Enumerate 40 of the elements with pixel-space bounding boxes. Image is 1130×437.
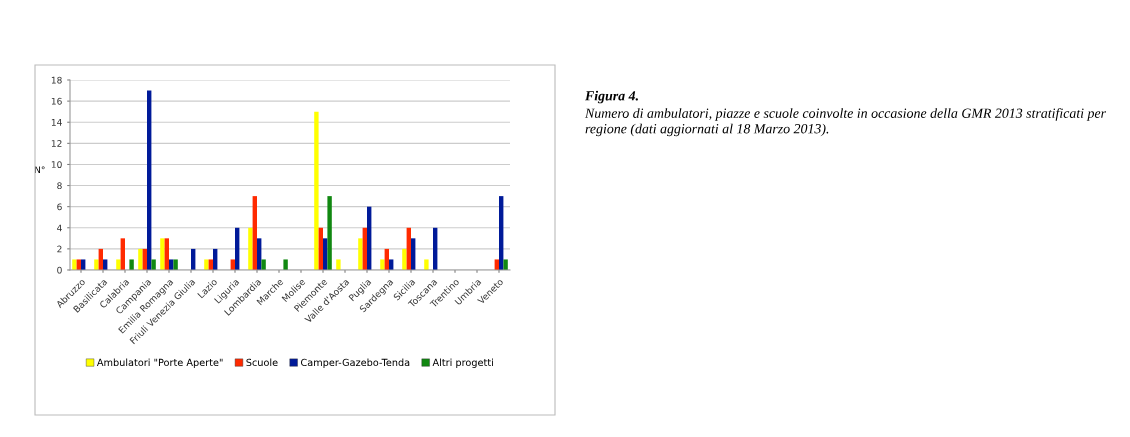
legend-label: Scuole xyxy=(246,358,278,367)
bar xyxy=(380,259,385,270)
bar xyxy=(138,248,143,270)
y-tick-label: 2 xyxy=(57,245,62,253)
y-tick-label: 8 xyxy=(57,182,62,190)
y-tick-label: 0 xyxy=(57,266,62,274)
text: Figura 4. xyxy=(584,90,638,104)
bar xyxy=(314,111,319,270)
y-tick-label: 16 xyxy=(51,97,62,105)
bar xyxy=(72,259,77,270)
bar xyxy=(204,259,209,270)
bar xyxy=(94,259,99,270)
y-tick-label: 10 xyxy=(51,161,62,168)
y-tick-label: 18 xyxy=(51,76,62,84)
text: Numero di ambulatori, piazze e scuole coinvolte in occasione della GMR 2013 stratificati per regione (dati aggiornati al 18 Marzo 2013). xyxy=(584,108,1107,137)
bar xyxy=(160,238,165,270)
bar xyxy=(248,227,253,270)
legend-label: Ambulatori "Porte Aperte" xyxy=(96,358,223,368)
legend-label: Camper-Gazebo-Tenda xyxy=(301,358,410,368)
bar xyxy=(151,259,156,270)
bar xyxy=(116,259,121,270)
bar xyxy=(503,259,508,270)
y-tick-label: 14 xyxy=(51,119,62,126)
bar xyxy=(252,196,257,270)
bar xyxy=(358,238,363,270)
bar xyxy=(327,196,332,270)
bar xyxy=(402,248,407,270)
bar xyxy=(336,259,341,270)
bar xyxy=(499,196,504,270)
bar xyxy=(261,259,266,270)
y-axis-title: N° xyxy=(35,166,45,174)
y-tick-label: 12 xyxy=(51,140,62,147)
y-tick-label: 4 xyxy=(57,224,62,232)
bar xyxy=(283,259,288,270)
bar xyxy=(424,259,429,270)
y-tick-label: 6 xyxy=(57,203,62,211)
bar xyxy=(173,259,178,270)
bar xyxy=(129,259,134,270)
legend-label: Altri progetti xyxy=(432,358,493,368)
bar xyxy=(147,90,152,270)
